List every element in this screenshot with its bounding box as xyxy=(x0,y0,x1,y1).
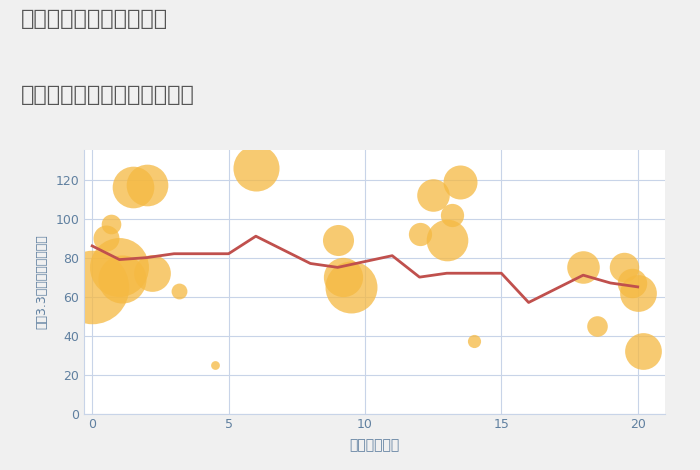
Point xyxy=(332,236,343,244)
Point xyxy=(578,264,589,271)
Point xyxy=(346,283,357,290)
Point xyxy=(447,211,458,219)
Point xyxy=(455,178,466,185)
Text: 三重県津市美杉町竹原の: 三重県津市美杉町竹原の xyxy=(21,9,168,30)
Text: 駅距離別中古マンション価格: 駅距離別中古マンション価格 xyxy=(21,85,195,105)
Point xyxy=(141,182,153,189)
Point xyxy=(468,338,480,345)
Point xyxy=(250,164,261,172)
Point xyxy=(638,347,649,355)
Point xyxy=(114,264,125,271)
X-axis label: 駅距離（分）: 駅距離（分） xyxy=(349,439,400,453)
Point xyxy=(209,361,220,368)
Point xyxy=(117,275,128,283)
Point xyxy=(337,274,349,281)
Point xyxy=(428,191,439,199)
Point xyxy=(592,322,603,329)
Point xyxy=(127,184,139,191)
Point xyxy=(414,230,425,238)
Point xyxy=(174,287,185,295)
Point xyxy=(100,235,111,242)
Point xyxy=(146,269,158,277)
Point xyxy=(632,289,643,297)
Point xyxy=(619,264,630,271)
Y-axis label: 坪（3.3㎡）単価（万円）: 坪（3.3㎡）単価（万円） xyxy=(35,235,48,329)
Point xyxy=(87,283,98,290)
Point xyxy=(441,236,452,244)
Point xyxy=(626,279,638,287)
Point xyxy=(106,221,117,228)
